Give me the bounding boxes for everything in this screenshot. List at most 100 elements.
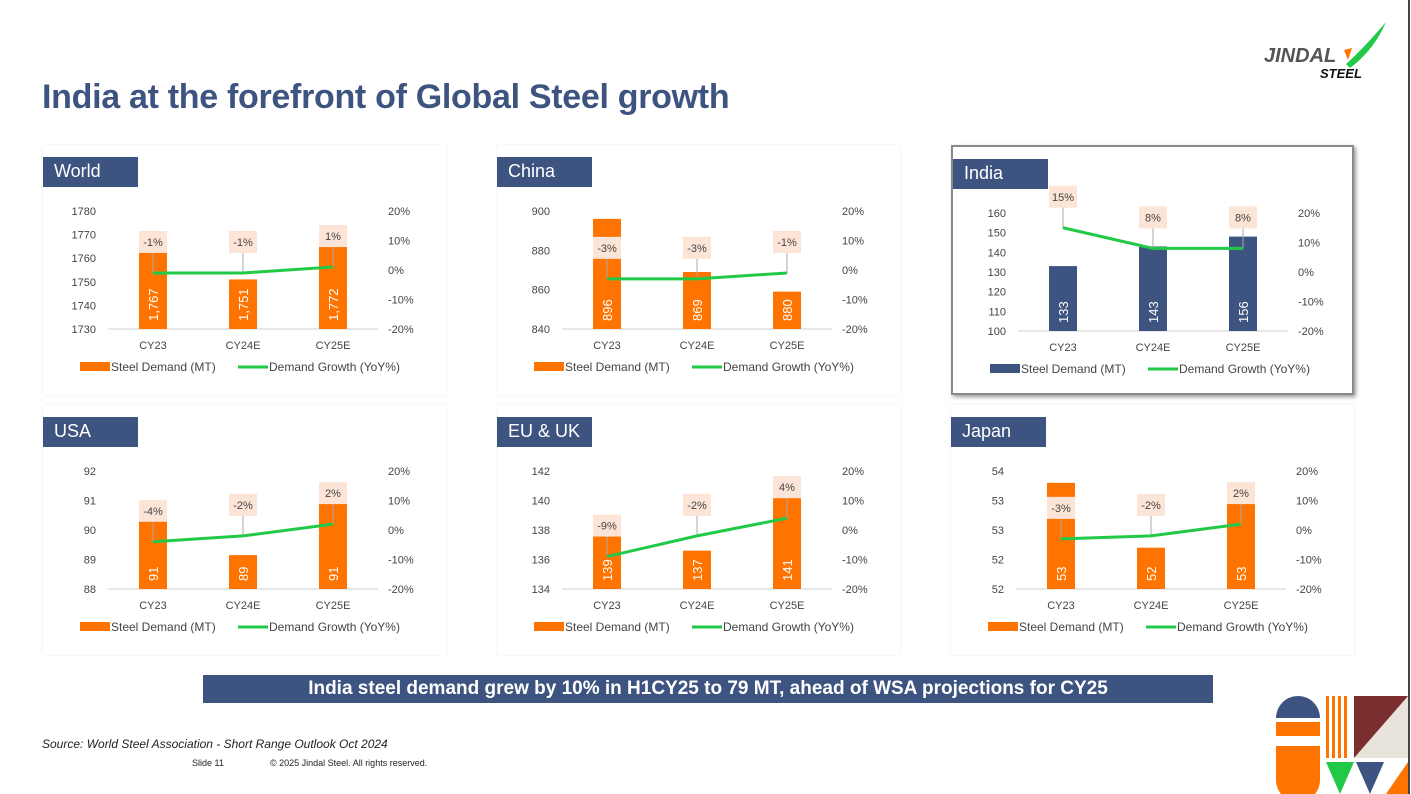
legend-bar-label: Steel Demand (MT) [1019, 620, 1124, 634]
chart-title: Japan [951, 417, 1046, 447]
y-tick-label: 1740 [72, 300, 96, 312]
y-tick-label: 860 [532, 285, 550, 297]
growth-label: 4% [779, 482, 795, 494]
y-tick-label: 136 [532, 555, 550, 567]
growth-label: 15% [1052, 192, 1074, 204]
y-tick-label: 53 [992, 525, 1004, 537]
y-tick-label: 90 [84, 525, 96, 537]
y-tick-label: 91 [84, 496, 96, 508]
chart-panel-usa: USA 88 89 90 91 92 -20% -10% 0% 10% 20% 91 CY23 89 CY2… [43, 405, 446, 655]
x-tick-label: CY24E [680, 600, 715, 612]
growth-label-box [683, 236, 711, 259]
svg-text:STEEL: STEEL [1320, 66, 1362, 80]
bar [773, 291, 801, 329]
growth-label: -3% [597, 243, 617, 255]
y2-tick-label: 10% [842, 236, 864, 248]
y2-tick-label: -20% [842, 324, 868, 336]
y2-tick-label: -10% [388, 555, 414, 567]
y-tick-label: 142 [532, 466, 550, 478]
growth-label-box [1047, 496, 1075, 519]
growth-label-box [319, 225, 347, 248]
growth-label: -2% [233, 500, 253, 512]
legend-line-label: Demand Growth (YoY%) [723, 620, 854, 634]
chart: 52 52 53 53 54 -20% -10% 0% 10% 20% 53 CY23 52 CY24E 5… [988, 466, 1322, 634]
legend-bar-swatch [80, 622, 110, 631]
y2-tick-label: -20% [842, 584, 868, 596]
slide-edge [1408, 0, 1410, 794]
growth-label: -1% [777, 237, 797, 249]
x-tick-label: CY25E [316, 600, 351, 612]
y2-tick-label: 20% [1298, 208, 1320, 220]
bar-value-label: 143 [1146, 301, 1161, 323]
growth-label: -3% [687, 243, 707, 255]
growth-label: -3% [1051, 503, 1071, 515]
chart-panel-china: China 840 860 880 900 -20% -10% 0% 10% 20% 896 CY23… [497, 145, 900, 395]
y2-tick-label: 10% [388, 236, 410, 248]
y2-tick-label: 20% [842, 466, 864, 478]
x-tick-label: CY23 [593, 340, 621, 352]
bar [229, 555, 257, 589]
x-tick-label: CY23 [593, 600, 621, 612]
bar [1139, 246, 1167, 331]
y-tick-label: 1780 [72, 206, 96, 218]
legend-bar-label: Steel Demand (MT) [565, 620, 670, 634]
y-tick-label: 88 [84, 584, 96, 596]
y-tick-label: 54 [992, 466, 1004, 478]
bar-value-label: 137 [690, 559, 705, 581]
legend-bar-swatch [80, 362, 110, 371]
legend-bar-swatch [534, 362, 564, 371]
x-tick-label: CY25E [770, 600, 805, 612]
growth-label: 2% [325, 488, 341, 500]
legend-bar-swatch [990, 364, 1020, 373]
chart: 1730 1740 1750 1760 1770 1780 -20% -10% 0% 10% 20%… [72, 206, 414, 374]
growth-label-box [139, 230, 167, 253]
legend-bar-label: Steel Demand (MT) [111, 360, 216, 374]
legend-bar-label: Steel Demand (MT) [1021, 362, 1126, 376]
growth-label-box [773, 476, 801, 499]
growth-label-box [773, 230, 801, 253]
bar-value-label: 133 [1056, 301, 1071, 323]
y2-tick-label: -20% [388, 584, 414, 596]
growth-label: -4% [143, 506, 163, 518]
growth-label-box [593, 236, 621, 259]
bar [1137, 547, 1165, 589]
y2-tick-label: 10% [1298, 238, 1320, 250]
y2-tick-label: 20% [1296, 466, 1318, 478]
y-tick-label: 1730 [72, 324, 96, 336]
bar [683, 271, 711, 329]
y2-tick-label: 0% [842, 525, 858, 537]
bar-value-label: 53 [1234, 567, 1249, 581]
chart-title: China [497, 157, 592, 187]
y2-tick-label: 10% [1296, 496, 1318, 508]
growth-label: 8% [1145, 212, 1161, 224]
y-tick-label: 840 [532, 324, 550, 336]
y-tick-label: 100 [988, 326, 1006, 338]
growth-label-box [1049, 185, 1077, 208]
x-tick-label: CY23 [139, 600, 167, 612]
bar-value-label: 156 [1236, 301, 1251, 323]
chart-title: India [953, 159, 1048, 189]
y2-tick-label: 10% [842, 496, 864, 508]
y2-tick-label: 0% [1296, 525, 1312, 537]
bar-value-label: 91 [326, 567, 341, 581]
bar-value-label: 89 [236, 567, 251, 581]
growth-label-box [229, 230, 257, 253]
growth-label: -2% [687, 500, 707, 512]
x-tick-label: CY24E [1136, 342, 1171, 354]
jindal-steel-logo: JINDAL STEEL [1264, 22, 1386, 80]
chart-panel-eu-uk: EU & UK 134 136 138 140 142 -20% -10% 0% 10% 20% 13… [497, 405, 900, 655]
y2-tick-label: 20% [388, 466, 410, 478]
y2-tick-label: -20% [388, 324, 414, 336]
bar-value-label: 880 [780, 299, 795, 321]
bar-value-label: 869 [690, 299, 705, 321]
chart-title: World [43, 157, 138, 187]
y2-tick-label: 0% [1298, 267, 1314, 279]
growth-line [606, 516, 788, 559]
y-tick-label: 52 [992, 555, 1004, 567]
growth-label-box [139, 499, 167, 522]
x-tick-label: CY23 [1049, 342, 1077, 354]
y-tick-label: 53 [992, 496, 1004, 508]
y-tick-label: 1760 [72, 253, 96, 265]
bar [229, 279, 257, 329]
chart: 100 110 120 130 140 150 160 -20% -10% 0% 10% 20% 133… [988, 185, 1324, 376]
